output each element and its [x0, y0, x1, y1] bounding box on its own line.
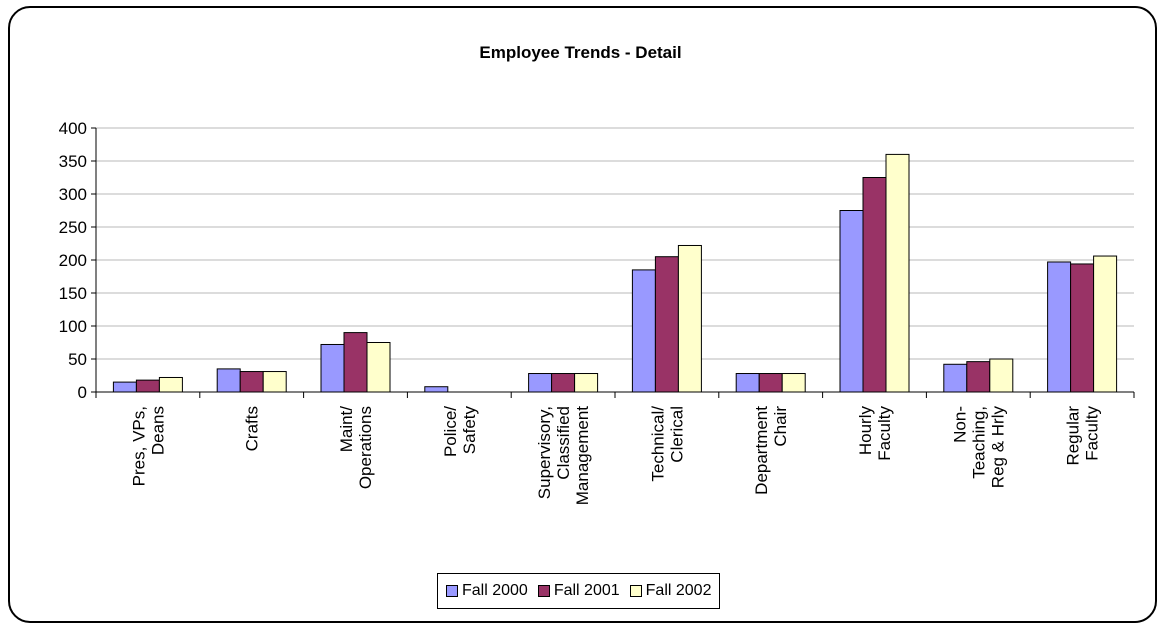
bar-0-0 [112, 381, 137, 393]
x-tick-label: Maint/Operations [337, 406, 375, 489]
bar-9-1 [1070, 263, 1095, 393]
x-tick-label: Technical/Clerical [648, 406, 686, 482]
x-tick-label: HourlyFaculty [856, 406, 894, 461]
bar-6-2 [781, 373, 806, 393]
bar-6-1 [758, 373, 783, 393]
x-tick-label-line: Non- [950, 406, 969, 443]
gridlines [96, 127, 1134, 360]
bar-4-1 [551, 373, 576, 393]
bar-1-2 [262, 371, 287, 393]
x-tick-label-line: Department [752, 406, 771, 495]
chart-frame [8, 6, 1157, 623]
x-tick-label-line: Technical/ [648, 406, 667, 482]
bar-5-1 [654, 256, 679, 393]
x-tick-label-line: Maint/ [337, 406, 356, 453]
bar-3-0 [424, 386, 449, 393]
x-tick-label-line: Operations [356, 406, 375, 489]
legend-swatch-0 [446, 585, 458, 597]
legend: Fall 2000 Fall 2001 Fall 2002 [437, 573, 721, 609]
legend-label-0: Fall 2000 [462, 582, 528, 599]
x-tick-label-line: Safety [460, 406, 479, 455]
x-tick-label-line: Classified [554, 406, 573, 480]
x-tick-label-line: Crafts [243, 406, 262, 451]
x-tick-label: RegularFaculty [1064, 406, 1102, 466]
x-tick-label-line: Regular [1064, 406, 1083, 466]
x-tick-label-line: Supervisory, [535, 406, 554, 499]
bar-2-0 [320, 343, 345, 393]
y-tick-label: 250 [59, 218, 87, 237]
bar-1-1 [239, 371, 264, 393]
x-tick-label-line: Clerical [667, 406, 686, 463]
legend-swatch-1 [537, 585, 550, 597]
bar-8-0 [943, 363, 968, 393]
bar-0-1 [135, 379, 160, 393]
x-tick-label: DepartmentChair [752, 406, 790, 495]
bars [112, 153, 1118, 393]
legend-item-1: Fall 2001 [537, 582, 620, 600]
x-tick-label-line: Deans [148, 406, 167, 455]
x-tick-label-line: Management [573, 406, 592, 506]
x-tick-label-line: Faculty [1083, 406, 1102, 461]
x-tick-label: Pres, VPs,Deans [129, 406, 167, 486]
bar-8-2 [989, 358, 1014, 393]
y-tick-label: 50 [68, 350, 87, 369]
y-tick-label: 300 [59, 185, 87, 204]
bar-2-2 [366, 342, 391, 393]
bar-6-0 [735, 373, 760, 393]
bar-2-1 [343, 332, 368, 393]
axes [95, 128, 1135, 398]
bar-7-0 [839, 210, 864, 393]
x-tick-label-line: Chair [771, 406, 790, 447]
bar-9-0 [1047, 261, 1072, 393]
legend-label-1: Fall 2001 [553, 582, 620, 599]
y-tick-label: 150 [59, 284, 87, 303]
bar-1-0 [216, 368, 241, 393]
legend-label-2: Fall 2002 [645, 582, 712, 599]
legend-item-0: Fall 2000 [446, 582, 528, 600]
legend-item-2: Fall 2002 [629, 582, 712, 600]
x-tick-label-line: Reg & Hrly [988, 406, 1007, 489]
chart-title: Employee Trends - Detail [479, 43, 682, 62]
bar-9-2 [1093, 255, 1118, 393]
y-tick-label: 0 [78, 383, 87, 402]
x-tick-label: Non-Teaching,Reg & Hrly [950, 406, 1007, 489]
x-axis-labels: Pres, VPs,Deans Crafts Maint/Operations Pol… [129, 406, 1101, 506]
bar-4-0 [528, 373, 553, 393]
bar-4-2 [574, 373, 599, 393]
x-tick-label: Police/Safety [441, 406, 479, 458]
y-tick-label: 100 [59, 317, 87, 336]
y-tick-label: 350 [59, 152, 87, 171]
bar-5-2 [677, 244, 702, 393]
y-tick-label: 200 [59, 251, 87, 270]
bar-0-2 [158, 376, 183, 393]
x-tick-label-line: Teaching, [969, 406, 988, 479]
x-tick-label-line: Hourly [856, 406, 875, 456]
legend-swatch-2 [629, 585, 642, 597]
y-axis-ticks: 0 50 100 150 200 250 300 350 400 [59, 119, 96, 402]
y-tick-label: 400 [59, 119, 87, 138]
x-tick-label-line: Faculty [875, 406, 894, 461]
bar-8-1 [966, 361, 991, 393]
bar-7-1 [862, 177, 887, 393]
bar-5-0 [631, 269, 656, 393]
x-tick-label-line: Police/ [441, 406, 460, 457]
x-tick-label: Crafts [243, 406, 262, 451]
x-tick-label-line: Pres, VPs, [129, 406, 148, 486]
x-tick-label: Supervisory,ClassifiedManagement [535, 406, 592, 506]
bar-7-2 [885, 153, 910, 393]
